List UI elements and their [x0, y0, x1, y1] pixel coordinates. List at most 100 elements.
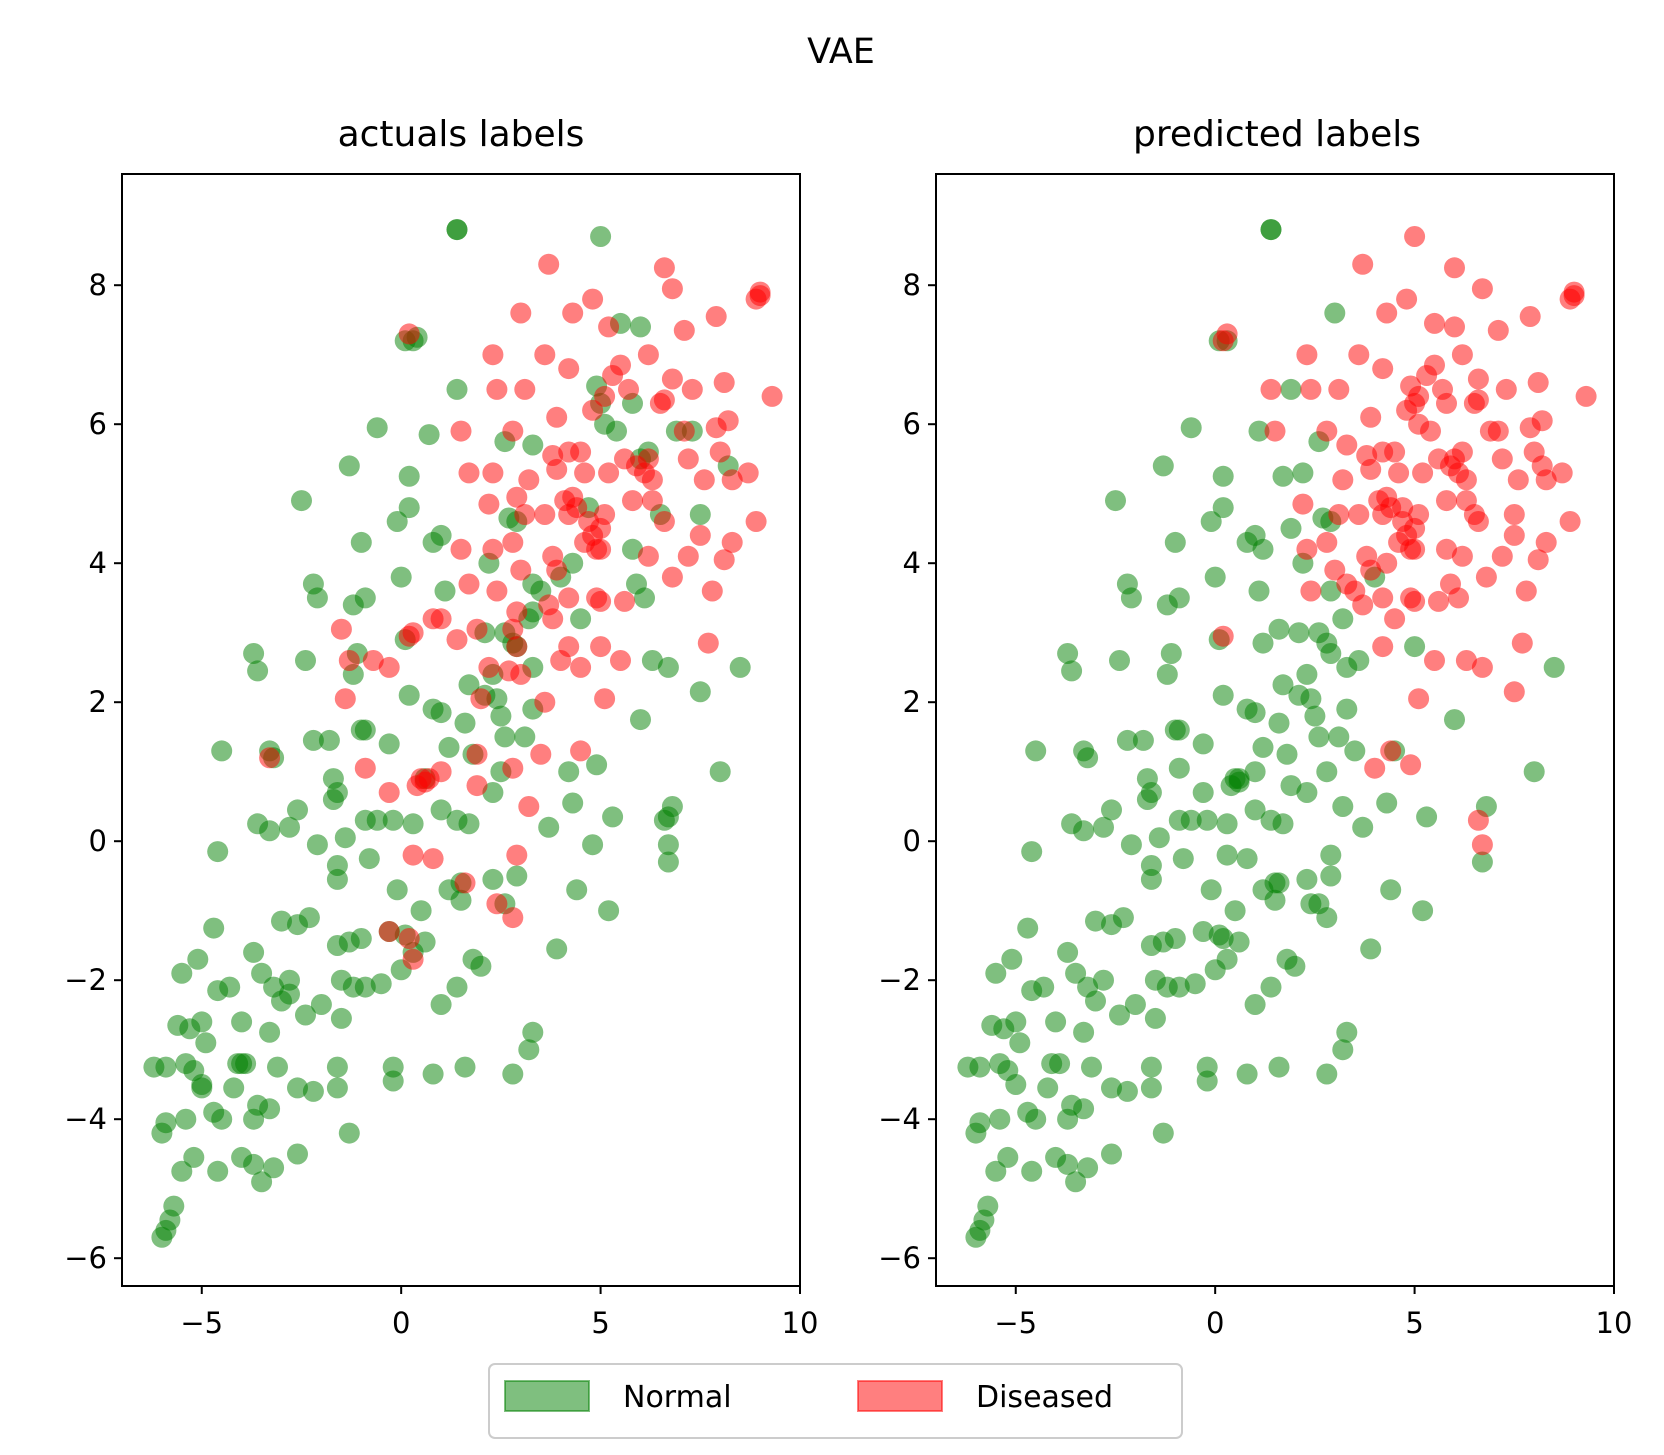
scatter-point-normal	[1332, 608, 1354, 630]
scatter-point-diseased	[502, 618, 524, 640]
scatter-point-normal	[203, 917, 225, 939]
scatter-point-normal	[243, 1108, 265, 1130]
scatter-point-normal	[223, 1077, 245, 1099]
scatter-point-diseased	[677, 448, 699, 470]
scatter-point-diseased	[1424, 312, 1445, 334]
scatter-point-diseased	[1348, 344, 1370, 366]
scatter-point-normal	[1344, 740, 1366, 762]
scatter-point-normal	[259, 820, 281, 842]
scatter-point-normal	[279, 816, 300, 838]
scatter-point-diseased	[478, 493, 500, 515]
scatter-point-diseased	[454, 872, 476, 894]
scatter-point-normal	[1328, 726, 1350, 748]
scatter-point-normal	[586, 754, 608, 776]
scatter-point-normal	[689, 681, 711, 703]
scatter-point-normal	[207, 1160, 229, 1182]
scatter-point-diseased	[661, 566, 683, 588]
scatter-point-normal	[1268, 712, 1290, 734]
scatter-point-normal	[1101, 799, 1122, 821]
scatter-point-normal	[386, 511, 408, 532]
scatter-point-normal	[1045, 1011, 1067, 1033]
scatter-point-normal	[1112, 907, 1134, 929]
scatter-point-normal	[729, 656, 751, 678]
axes-frame-predicted	[935, 173, 1615, 1287]
scatter-point-normal	[1252, 736, 1274, 758]
scatter-point-normal	[546, 938, 568, 960]
x-tick-label: 10	[1596, 1306, 1633, 1340]
scatter-point-normal	[1332, 1039, 1354, 1061]
scatter-point-diseased	[761, 385, 783, 407]
scatter-point-diseased	[1412, 462, 1434, 484]
x-tick-label: 10	[782, 1306, 819, 1340]
legend-label-diseased: Diseased	[976, 1380, 1113, 1415]
scatter-point-normal	[366, 417, 388, 439]
scatter-point-normal	[1268, 618, 1290, 640]
scatter-point-normal	[279, 983, 300, 1005]
scatter-point-normal	[1212, 928, 1234, 949]
scatter-point-diseased	[402, 622, 424, 644]
scatter-point-normal	[1308, 726, 1330, 748]
scatter-point-normal	[1212, 684, 1234, 706]
scatter-point-normal	[657, 834, 679, 856]
scatter-point-normal	[965, 1122, 987, 1144]
scatter-point-normal	[985, 962, 1007, 984]
scatter-point-diseased	[641, 490, 663, 512]
scatter-point-diseased	[486, 378, 508, 400]
scatter-point-normal	[302, 1080, 324, 1102]
scatter-point-diseased	[338, 650, 360, 671]
scatter-point-diseased	[1408, 413, 1430, 435]
scatter-point-normal	[398, 497, 420, 519]
scatter-point-normal	[1376, 792, 1398, 814]
scatter-point-normal	[1021, 1160, 1043, 1182]
scatter-point-diseased	[1384, 441, 1406, 463]
scatter-point-diseased	[602, 365, 624, 386]
scatter-point-diseased	[422, 848, 444, 870]
scatter-point-normal	[354, 719, 376, 741]
scatter-point-normal	[1057, 941, 1079, 963]
scatter-point-diseased	[518, 796, 540, 817]
scatter-point-diseased	[538, 253, 560, 275]
scatter-point-normal	[354, 976, 376, 998]
scatter-point-normal	[1180, 417, 1202, 439]
scatter-point-normal	[1085, 910, 1106, 932]
scatter-point-diseased	[354, 757, 376, 779]
scatter-point-diseased	[1487, 319, 1509, 341]
scatter-point-diseased	[590, 636, 612, 658]
scatter-point-diseased	[259, 747, 281, 769]
scatter-point-diseased	[1336, 434, 1358, 456]
scatter-point-diseased	[1328, 504, 1350, 525]
scatter-point-normal	[231, 1011, 253, 1033]
scatter-point-normal	[1523, 761, 1545, 783]
scatter-point-diseased	[502, 757, 524, 779]
scatter-point-normal	[1101, 1143, 1122, 1165]
scatter-point-normal	[398, 684, 420, 706]
scatter-point-diseased	[514, 378, 536, 400]
scatter-point-normal	[267, 1056, 288, 1078]
scatter-point-normal	[1200, 879, 1222, 901]
scatter-point-normal	[430, 702, 452, 724]
scatter-point-diseased	[502, 420, 524, 442]
scatter-point-normal	[1280, 517, 1302, 539]
scatter-point-normal	[538, 816, 560, 838]
scatter-point-normal	[494, 726, 516, 748]
scatter-point-normal	[1268, 1056, 1290, 1078]
scatter-point-normal	[1061, 660, 1083, 682]
scatter-point-diseased	[378, 782, 400, 803]
scatter-point-diseased	[458, 573, 480, 595]
scatter-point-diseased	[745, 511, 767, 532]
x-tick-label: 0	[1206, 1306, 1224, 1340]
scatter-point-diseased	[1364, 757, 1386, 779]
scatter-point-normal	[410, 900, 432, 922]
scatter-point-normal	[1543, 656, 1565, 678]
scatter-point-diseased	[398, 928, 420, 949]
scatter-point-diseased	[618, 378, 639, 400]
scatter-point-diseased	[1384, 608, 1406, 630]
scatter-point-diseased	[458, 462, 480, 484]
scatter-point-diseased	[1296, 538, 1318, 560]
scatter-point-normal	[1120, 834, 1142, 856]
panel-title-actuals: actuals labels	[338, 114, 585, 155]
scatter-point-normal	[1320, 643, 1342, 664]
scatter-point-normal	[1316, 1063, 1338, 1085]
scatter-point-normal	[1093, 969, 1114, 991]
x-tick-label: 5	[1405, 1306, 1423, 1340]
